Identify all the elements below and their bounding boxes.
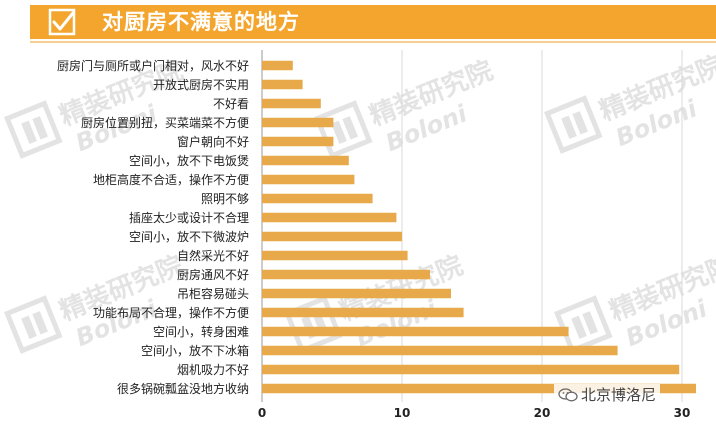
bar: [262, 98, 321, 109]
bar: [262, 136, 334, 147]
category-label: 空间小，放不下微波炉: [129, 229, 249, 244]
bar: [262, 269, 430, 280]
bar: [262, 383, 696, 394]
credit-text: 北京博洛尼: [581, 386, 657, 404]
watermark-seal-bar: [331, 120, 347, 145]
category-label: 很多锅碗瓢盆没地方收纳: [117, 381, 249, 396]
bar: [262, 307, 464, 318]
category-label: 吊柜容易碰头: [177, 286, 249, 301]
bar: [262, 250, 408, 261]
watermark-seal: [314, 100, 373, 159]
category-label: 开放式厨房不实用: [153, 77, 249, 92]
watermark-seal: [4, 100, 63, 159]
watermark-seal-bar: [21, 120, 37, 145]
watermark-seal-bar: [582, 311, 598, 335]
chart-bars: [262, 60, 696, 394]
title-banner: 对厨房不满意的地方: [30, 5, 716, 39]
category-label: 自然采光不好: [177, 248, 249, 263]
wechat-icon: [558, 388, 578, 402]
category-label: 厨房门与厕所或户门相对，风水不好: [57, 58, 249, 73]
watermark-seal: [4, 295, 63, 354]
category-label: 地柜高度不合适，操作不方便: [93, 172, 249, 187]
category-label: 插座太少或设计不合理: [129, 210, 249, 225]
watermark-seal-bar: [572, 111, 588, 135]
watermark-seal: [284, 295, 343, 354]
bar: [262, 117, 334, 128]
chart-gridlines: [261, 50, 683, 402]
watermark-seal-bar: [32, 311, 48, 335]
category-label: 空间小，放不下电饭煲: [129, 153, 249, 168]
bar: [262, 288, 451, 299]
chart-category-labels: 厨房门与厕所或户门相对，风水不好开放式厨房不实用不好看厨房位置别扭，买菜端菜不方…: [57, 58, 249, 396]
bar: [262, 212, 397, 223]
watermark-seal-bar: [21, 315, 37, 340]
category-label: 窗户朝向不好: [177, 134, 249, 149]
category-label: 烟机吸力不好: [177, 363, 249, 377]
watermark-seal: [544, 95, 603, 154]
x-tick-label: 30: [674, 406, 691, 420]
page-title: 对厨房不满意的地方: [102, 10, 300, 34]
bar: [262, 326, 569, 337]
bar: [262, 345, 618, 356]
x-tick-label: 10: [394, 406, 411, 420]
category-label: 空间小，放不下冰箱: [141, 343, 249, 358]
bar: [262, 231, 402, 242]
bar: [262, 364, 680, 375]
category-label: 厨房位置别扭，买菜端菜不方便: [81, 115, 249, 130]
watermark-seal-bar: [571, 315, 587, 340]
bar: [262, 155, 349, 166]
wechat-credit: 北京博洛尼: [554, 384, 661, 406]
bar: [262, 79, 303, 90]
category-label: 厨房通风不好: [177, 267, 249, 282]
bar: [262, 193, 373, 204]
x-tick-label: 20: [534, 406, 551, 420]
category-label: 不好看: [213, 97, 249, 111]
x-tick-label: 0: [258, 406, 266, 420]
category-label: 功能布局不合理，操作不方便: [93, 305, 249, 320]
bar: [262, 174, 355, 185]
watermark-seal-bar: [561, 115, 577, 140]
checkbox-icon: [48, 8, 76, 36]
category-label: 空间小，转身困难: [153, 324, 249, 339]
watermark-seal-bar: [32, 116, 48, 140]
watermark-seal-bar: [342, 116, 358, 140]
category-label: 照明不够: [201, 192, 249, 206]
chart-tick-labels: 0 10 20 30: [258, 406, 691, 420]
watermark-seal: [554, 295, 613, 354]
title-underline: [30, 41, 716, 43]
bar: [262, 60, 293, 71]
